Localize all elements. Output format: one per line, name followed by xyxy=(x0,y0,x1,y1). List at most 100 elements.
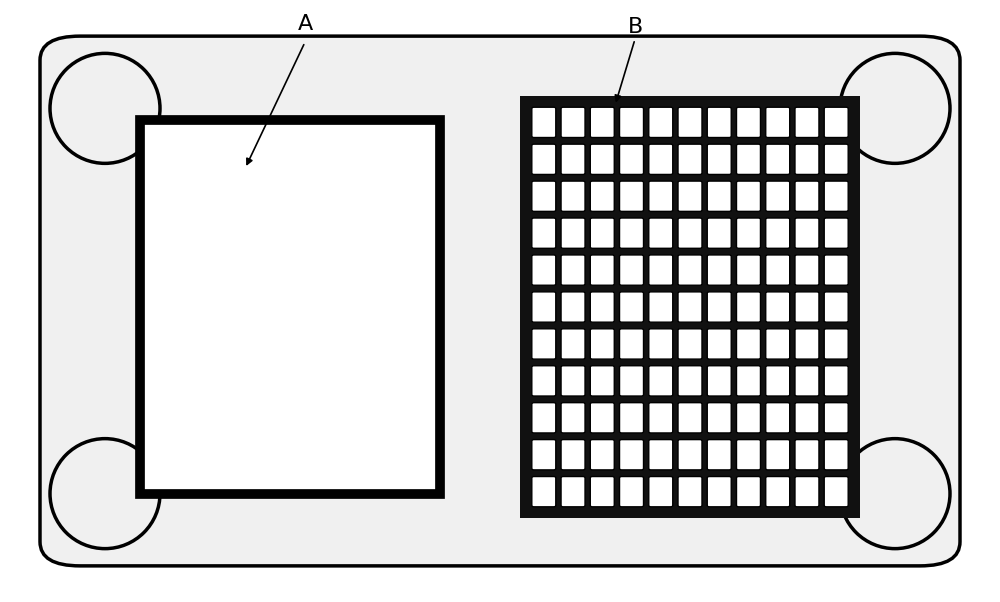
FancyBboxPatch shape xyxy=(824,144,848,175)
FancyBboxPatch shape xyxy=(824,329,848,359)
FancyBboxPatch shape xyxy=(736,292,760,322)
FancyBboxPatch shape xyxy=(678,292,702,322)
FancyBboxPatch shape xyxy=(532,439,556,470)
Ellipse shape xyxy=(50,54,160,163)
FancyBboxPatch shape xyxy=(678,403,702,433)
FancyBboxPatch shape xyxy=(620,439,644,470)
FancyBboxPatch shape xyxy=(649,439,673,470)
FancyBboxPatch shape xyxy=(824,477,848,507)
FancyBboxPatch shape xyxy=(678,181,702,211)
FancyBboxPatch shape xyxy=(766,255,790,285)
FancyBboxPatch shape xyxy=(824,255,848,285)
FancyBboxPatch shape xyxy=(678,366,702,396)
FancyBboxPatch shape xyxy=(795,439,819,470)
FancyBboxPatch shape xyxy=(561,329,585,359)
FancyBboxPatch shape xyxy=(736,477,760,507)
Ellipse shape xyxy=(50,439,160,548)
FancyBboxPatch shape xyxy=(561,218,585,248)
FancyBboxPatch shape xyxy=(766,181,790,211)
FancyBboxPatch shape xyxy=(766,218,790,248)
FancyBboxPatch shape xyxy=(824,181,848,211)
FancyBboxPatch shape xyxy=(707,366,731,396)
FancyBboxPatch shape xyxy=(707,292,731,322)
FancyBboxPatch shape xyxy=(532,218,556,248)
FancyBboxPatch shape xyxy=(620,144,644,175)
FancyBboxPatch shape xyxy=(620,366,644,396)
FancyBboxPatch shape xyxy=(620,107,644,137)
FancyBboxPatch shape xyxy=(649,477,673,507)
FancyBboxPatch shape xyxy=(707,477,731,507)
FancyBboxPatch shape xyxy=(795,181,819,211)
FancyBboxPatch shape xyxy=(795,366,819,396)
FancyBboxPatch shape xyxy=(40,36,960,566)
FancyBboxPatch shape xyxy=(590,403,614,433)
FancyBboxPatch shape xyxy=(561,255,585,285)
FancyBboxPatch shape xyxy=(678,255,702,285)
FancyBboxPatch shape xyxy=(707,107,731,137)
FancyBboxPatch shape xyxy=(590,144,614,175)
Ellipse shape xyxy=(840,439,950,548)
FancyBboxPatch shape xyxy=(707,329,731,359)
FancyBboxPatch shape xyxy=(678,144,702,175)
FancyBboxPatch shape xyxy=(736,218,760,248)
FancyBboxPatch shape xyxy=(766,144,790,175)
FancyBboxPatch shape xyxy=(736,144,760,175)
FancyBboxPatch shape xyxy=(736,107,760,137)
FancyBboxPatch shape xyxy=(532,181,556,211)
FancyBboxPatch shape xyxy=(590,255,614,285)
FancyBboxPatch shape xyxy=(532,403,556,433)
FancyBboxPatch shape xyxy=(532,107,556,137)
FancyBboxPatch shape xyxy=(590,218,614,248)
FancyBboxPatch shape xyxy=(561,477,585,507)
FancyBboxPatch shape xyxy=(620,218,644,248)
FancyBboxPatch shape xyxy=(590,366,614,396)
FancyBboxPatch shape xyxy=(590,477,614,507)
FancyBboxPatch shape xyxy=(736,255,760,285)
FancyBboxPatch shape xyxy=(649,403,673,433)
Bar xyxy=(140,120,440,494)
FancyBboxPatch shape xyxy=(707,144,731,175)
Text: A: A xyxy=(297,14,313,34)
FancyBboxPatch shape xyxy=(620,329,644,359)
FancyBboxPatch shape xyxy=(736,403,760,433)
Text: B: B xyxy=(627,17,643,37)
FancyBboxPatch shape xyxy=(766,292,790,322)
FancyBboxPatch shape xyxy=(707,439,731,470)
FancyBboxPatch shape xyxy=(795,144,819,175)
FancyBboxPatch shape xyxy=(736,181,760,211)
FancyBboxPatch shape xyxy=(590,292,614,322)
FancyBboxPatch shape xyxy=(532,144,556,175)
FancyBboxPatch shape xyxy=(561,107,585,137)
FancyBboxPatch shape xyxy=(795,218,819,248)
FancyBboxPatch shape xyxy=(766,477,790,507)
FancyBboxPatch shape xyxy=(736,439,760,470)
FancyBboxPatch shape xyxy=(532,477,556,507)
FancyBboxPatch shape xyxy=(590,439,614,470)
FancyBboxPatch shape xyxy=(620,292,644,322)
FancyBboxPatch shape xyxy=(678,107,702,137)
FancyBboxPatch shape xyxy=(707,403,731,433)
FancyBboxPatch shape xyxy=(649,107,673,137)
FancyBboxPatch shape xyxy=(590,329,614,359)
FancyBboxPatch shape xyxy=(532,366,556,396)
FancyBboxPatch shape xyxy=(766,403,790,433)
FancyBboxPatch shape xyxy=(766,366,790,396)
FancyBboxPatch shape xyxy=(649,218,673,248)
FancyBboxPatch shape xyxy=(590,107,614,137)
FancyBboxPatch shape xyxy=(795,403,819,433)
FancyBboxPatch shape xyxy=(766,107,790,137)
FancyBboxPatch shape xyxy=(532,255,556,285)
FancyBboxPatch shape xyxy=(678,329,702,359)
FancyBboxPatch shape xyxy=(620,255,644,285)
FancyBboxPatch shape xyxy=(620,477,644,507)
FancyBboxPatch shape xyxy=(678,477,702,507)
FancyBboxPatch shape xyxy=(532,329,556,359)
FancyBboxPatch shape xyxy=(795,329,819,359)
FancyBboxPatch shape xyxy=(561,439,585,470)
FancyBboxPatch shape xyxy=(620,403,644,433)
FancyBboxPatch shape xyxy=(824,439,848,470)
FancyBboxPatch shape xyxy=(707,181,731,211)
FancyBboxPatch shape xyxy=(795,255,819,285)
FancyBboxPatch shape xyxy=(649,292,673,322)
FancyBboxPatch shape xyxy=(736,366,760,396)
